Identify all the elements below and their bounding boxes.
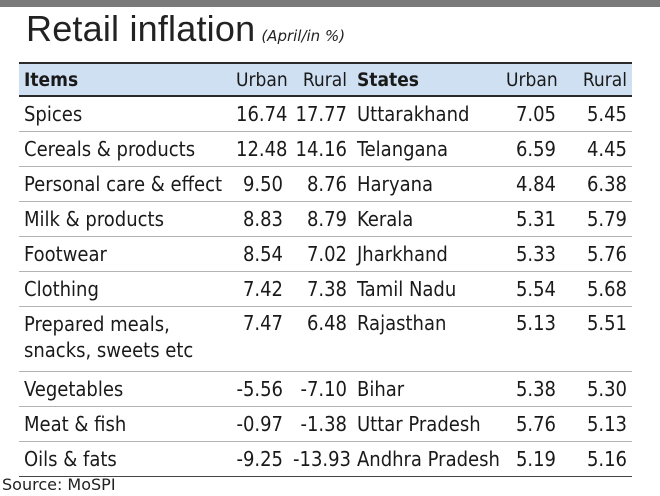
item-name: Milk & products xyxy=(19,201,231,237)
item-rural-value: 14.16 xyxy=(288,131,352,167)
state-rural-value: 5.16 xyxy=(561,441,632,477)
item-rural-value: 17.77 xyxy=(288,96,352,132)
item-name: Prepared meals, snacks, sweets etc xyxy=(19,306,231,372)
state-name: Rajasthan xyxy=(352,306,501,372)
page-title: Retail inflation xyxy=(26,8,256,49)
item-name: Footwear xyxy=(19,236,231,272)
state-urban-value: 5.31 xyxy=(501,201,561,237)
state-name: Kerala xyxy=(352,201,501,237)
state-urban-value: 7.05 xyxy=(501,96,561,132)
item-urban-value: 7.42 xyxy=(231,271,288,307)
table-header-row: Items Urban Rural States Urban Rural xyxy=(19,62,632,97)
item-rural-value: 7.02 xyxy=(288,236,352,272)
state-rural-value: 5.76 xyxy=(561,236,632,272)
state-urban-value: 5.13 xyxy=(501,306,561,372)
state-rural-value: 4.45 xyxy=(561,131,632,167)
item-rural-value: 8.76 xyxy=(288,166,352,202)
state-name: Bihar xyxy=(352,371,501,407)
item-rural-value: -7.10 xyxy=(288,371,352,407)
state-rural-value: 5.13 xyxy=(561,406,632,442)
item-rural-value: -13.93 xyxy=(288,441,352,477)
item-rural-value: 8.79 xyxy=(288,201,352,237)
state-rural-value: 5.30 xyxy=(561,371,632,407)
state-name: Haryana xyxy=(352,166,501,202)
state-name: Tamil Nadu xyxy=(352,271,501,307)
header-states-urban: Urban xyxy=(501,62,561,97)
header-items-rural: Rural xyxy=(288,62,352,97)
state-rural-value: 5.68 xyxy=(561,271,632,307)
state-rural-value: 5.51 xyxy=(561,306,632,372)
state-rural-value: 6.38 xyxy=(561,166,632,202)
item-name: Personal care & effect xyxy=(19,166,231,202)
item-rural-value: 6.48 xyxy=(288,306,352,372)
state-urban-value: 5.19 xyxy=(501,441,561,477)
state-urban-value: 5.38 xyxy=(501,371,561,407)
item-urban-value: 12.48 xyxy=(231,131,288,167)
item-name: Clothing xyxy=(19,271,231,307)
item-urban-value: -9.25 xyxy=(231,441,288,477)
header-items-urban: Urban xyxy=(231,62,288,97)
table-row: Personal care & effect 9.50 8.76 Haryana 4.8… xyxy=(19,166,632,202)
state-urban-value: 4.84 xyxy=(501,166,561,202)
title-block: Retail inflation (April/in %) xyxy=(26,8,345,50)
table-row: Footwear 8.54 7.02 Jharkhand 5.33 5.76 xyxy=(19,236,632,272)
state-name: Jharkhand xyxy=(352,236,501,272)
table-row: Prepared meals, snacks, sweets etc 7.47 6.… xyxy=(19,306,632,372)
state-urban-value: 6.59 xyxy=(501,131,561,167)
state-urban-value: 5.76 xyxy=(501,406,561,442)
item-rural-value: -1.38 xyxy=(288,406,352,442)
item-urban-value: 8.83 xyxy=(231,201,288,237)
item-name: Meat & fish xyxy=(19,406,231,442)
item-urban-value: 7.47 xyxy=(231,306,288,372)
header-states-rural: Rural xyxy=(561,62,632,97)
state-name: Uttar Pradesh xyxy=(352,406,501,442)
item-urban-value: 8.54 xyxy=(231,236,288,272)
source-note: Source: MoSPI xyxy=(2,475,116,494)
state-rural-value: 5.79 xyxy=(561,201,632,237)
item-urban-value: 16.74 xyxy=(231,96,288,132)
table-row: Meat & fish -0.97 -1.38 Uttar Pradesh 5.76 5.… xyxy=(19,406,632,442)
table-row: Clothing 7.42 7.38 Tamil Nadu 5.54 5.68 xyxy=(19,271,632,307)
state-urban-value: 5.54 xyxy=(501,271,561,307)
item-name: Oils & fats xyxy=(19,441,231,477)
table-row: Spices 16.74 17.77 Uttarakhand 7.05 5.45 xyxy=(19,96,632,132)
table-row: Milk & products 8.83 8.79 Kerala 5.31 5.79 xyxy=(19,201,632,237)
item-name: Cereals & products xyxy=(19,131,231,167)
state-name: Uttarakhand xyxy=(352,96,501,132)
state-name: Andhra Pradesh xyxy=(352,441,501,477)
state-name: Telangana xyxy=(352,131,501,167)
inflation-table: Items Urban Rural States Urban Rural Spi… xyxy=(19,62,632,477)
item-urban-value: 9.50 xyxy=(231,166,288,202)
table-row: Oils & fats -9.25 -13.93 Andhra Pradesh 5.19… xyxy=(19,441,632,477)
item-name: Vegetables xyxy=(19,371,231,407)
state-urban-value: 5.33 xyxy=(501,236,561,272)
page-subtitle: (April/in %) xyxy=(261,27,346,45)
table-row: Vegetables -5.56 -7.10 Bihar 5.38 5.30 xyxy=(19,371,632,407)
item-name: Spices xyxy=(19,96,231,132)
item-urban-value: -5.56 xyxy=(231,371,288,407)
top-bar xyxy=(0,0,660,7)
header-states: States xyxy=(352,62,501,97)
table-row: Cereals & products 12.48 14.16 Telangana 6.5… xyxy=(19,131,632,167)
item-urban-value: -0.97 xyxy=(231,406,288,442)
item-rural-value: 7.38 xyxy=(288,271,352,307)
header-items: Items xyxy=(19,62,231,97)
state-rural-value: 5.45 xyxy=(561,96,632,132)
